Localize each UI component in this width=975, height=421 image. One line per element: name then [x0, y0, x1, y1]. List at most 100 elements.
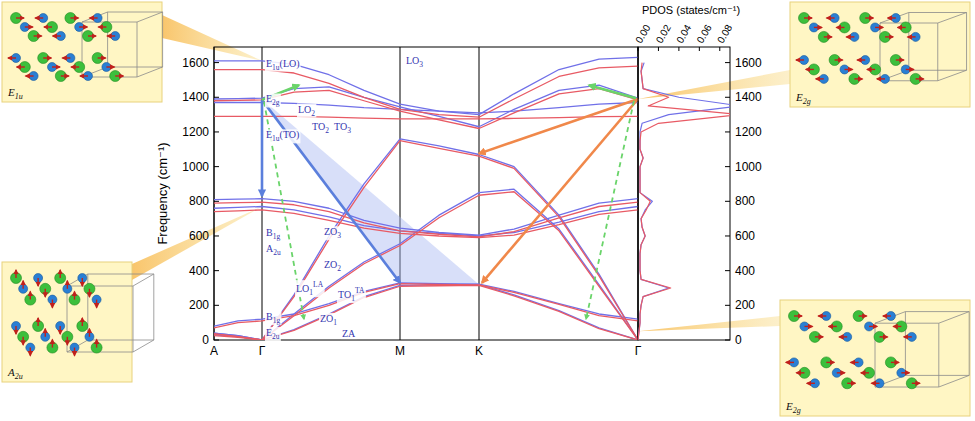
displacement [865, 17, 873, 18]
displacement [98, 26, 106, 27]
branch-label: ZO1 [319, 313, 338, 327]
label-part: LO [406, 55, 419, 66]
y-tick [214, 270, 219, 271]
inset: E1u [2, 2, 163, 102]
inset-label: A2u [7, 366, 23, 381]
pdos-tick-label: 0.02 [654, 22, 673, 45]
y-tick [214, 340, 219, 341]
cell-outline [82, 12, 163, 77]
inset: E2g [790, 2, 970, 107]
displacement [82, 318, 83, 326]
displacement [845, 69, 853, 70]
displacement [867, 69, 875, 70]
displacement [45, 329, 46, 337]
transition-arrow [262, 100, 400, 283]
branch-label: B1g [265, 311, 281, 325]
displacement [883, 315, 891, 316]
displacement [904, 336, 912, 337]
branch-label-text: TO1TA [338, 286, 365, 303]
displacement [115, 75, 123, 76]
branch-label-text: B1g [266, 311, 280, 325]
label-sup: LA [313, 280, 324, 289]
branch-label-text: ZA [342, 328, 356, 339]
label-sub: 1g [273, 232, 281, 241]
branch-label: LO3 [405, 55, 424, 69]
pdos-tick [638, 47, 639, 51]
displacement [15, 270, 16, 278]
label-sub: 2u [15, 372, 23, 381]
branch-label: A2u [265, 243, 282, 257]
cell-outline [67, 274, 154, 352]
y-tick-label: 1200 [735, 125, 762, 139]
y-tick-label: 1600 [182, 56, 209, 70]
y-tick [214, 235, 219, 236]
displacement [837, 372, 845, 373]
label-sub: 3 [419, 60, 423, 69]
displacement [869, 326, 877, 327]
y-tick [214, 201, 219, 202]
label-ground [323, 226, 342, 240]
displacement [22, 281, 23, 289]
displacement [67, 281, 68, 289]
displacement [891, 362, 899, 363]
label-ground [265, 129, 300, 143]
label-sub: 2u [273, 248, 281, 257]
x-tick-label: K [475, 344, 483, 358]
displacement [875, 27, 883, 28]
label-sub: 2u [272, 332, 280, 341]
displacement [877, 78, 885, 79]
y-tick [725, 235, 730, 236]
leader-wedge [132, 207, 262, 280]
displacement [30, 348, 31, 356]
branch-label: E1u(LO) [265, 58, 301, 72]
inset-label: E2g [785, 400, 801, 415]
pdos-tick [719, 47, 720, 51]
label-sub: 1 [309, 288, 313, 297]
displacement [80, 75, 88, 76]
displacement [786, 362, 794, 363]
displacement [854, 78, 862, 79]
displacement [88, 35, 96, 36]
y-tick-label: 0 [735, 333, 742, 347]
y-tick-label: 1000 [182, 160, 209, 174]
displacement [912, 383, 920, 384]
displacement [893, 326, 901, 327]
branch-label: B1g [265, 227, 281, 241]
label-sub: 2g [793, 406, 801, 415]
branch-line [214, 141, 638, 340]
y-tick-label: 200 [735, 298, 755, 312]
displacement [847, 383, 855, 384]
displacement [829, 326, 837, 327]
displacement [90, 17, 98, 18]
label-sub: 1g [273, 316, 281, 325]
displacement [806, 69, 814, 70]
branch-label-text: ZO1 [320, 313, 337, 327]
displacement [885, 36, 893, 37]
plot-frame [214, 47, 638, 340]
y-tick-label: 1400 [735, 90, 762, 104]
displacement [839, 336, 847, 337]
branch-label-text: B1g [266, 227, 280, 241]
displacement [16, 17, 24, 18]
y-tick-label: 200 [189, 298, 209, 312]
y-tick-label: 800 [189, 194, 209, 208]
displacement [44, 26, 52, 27]
branch-line [214, 189, 638, 340]
pdos-tick [658, 47, 659, 51]
y-tick [725, 340, 730, 341]
branch-label-text: LO3 [406, 55, 423, 69]
displacement [880, 336, 888, 337]
branch-label-text: A2u [266, 243, 281, 257]
displacement [804, 17, 812, 18]
label-sub: 2 [325, 126, 329, 135]
branch-labels: E1u(LO)LO3E2gLO2E1u(TO)TO2TO3B1gZO3A2uZO… [265, 55, 424, 341]
displacement [96, 340, 97, 348]
label-part: LO [298, 104, 311, 115]
displacement [22, 337, 23, 345]
y-tick-label: 0 [202, 333, 209, 347]
displacement [846, 36, 854, 37]
label-ground [265, 327, 281, 341]
label-ground [311, 121, 330, 135]
displacement [17, 66, 25, 67]
label-part: ZA [342, 328, 356, 339]
